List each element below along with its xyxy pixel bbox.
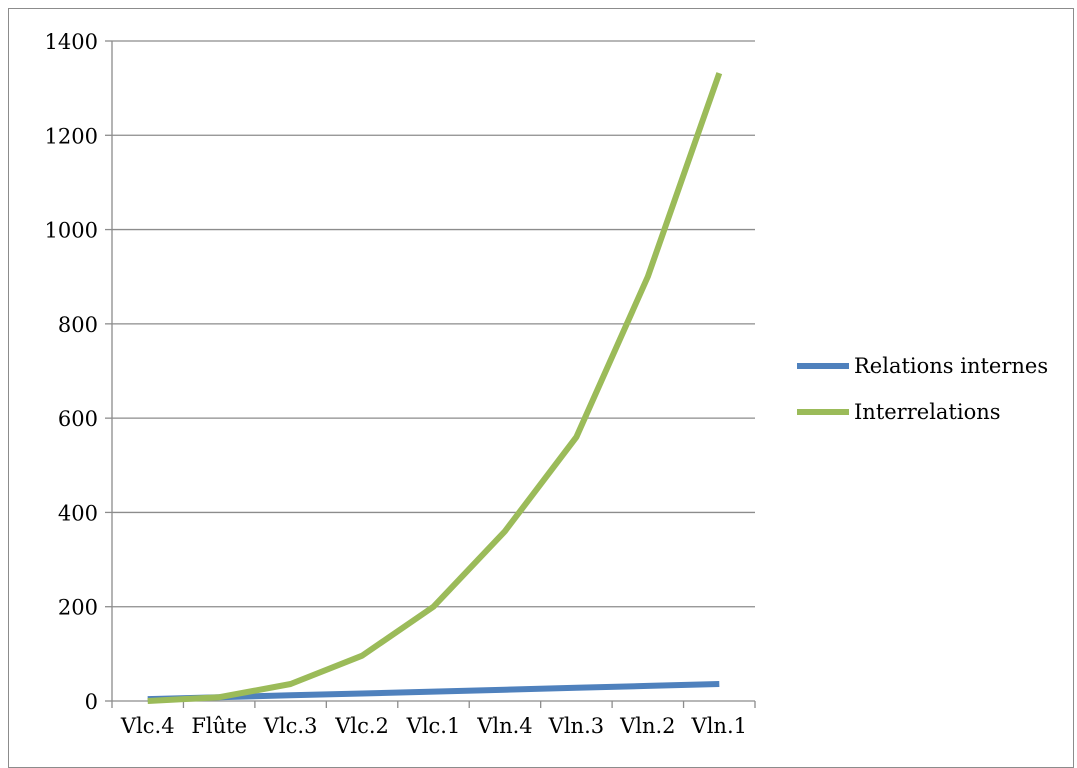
gridlines — [112, 40, 755, 608]
y-tick-label: 200 — [58, 596, 98, 620]
y-axis-ticks: 0 200 400 600 800 1000 1200 1400 — [45, 30, 112, 714]
x-tick-label: Vlc.4 — [120, 714, 175, 738]
series-line-1 — [147, 72, 723, 704]
x-tick-label: Vln.3 — [548, 714, 604, 738]
x-tick-label: Flûte — [191, 714, 247, 738]
series-line-0 — [147, 681, 720, 703]
x-tick-label: Vln.1 — [691, 714, 747, 738]
y-tick-label: 800 — [58, 313, 98, 337]
axes — [111, 41, 755, 702]
series-lines — [147, 72, 723, 704]
x-tick-label: Vln.2 — [619, 714, 675, 738]
y-tick-label: 1000 — [45, 219, 98, 243]
x-tick-label: Vlc.1 — [406, 714, 461, 738]
x-tick-label: Vlc.2 — [334, 714, 389, 738]
y-tick-label: 400 — [58, 501, 98, 525]
y-tick-label: 0 — [85, 690, 98, 714]
legend-label: Relations internes — [854, 354, 1048, 378]
legend-label: Interrelations — [854, 400, 1001, 424]
x-tick-label: Vlc.3 — [263, 714, 318, 738]
y-tick-label: 1200 — [45, 124, 98, 148]
y-tick-label: 1400 — [45, 30, 98, 54]
legend: Relations internes Interrelations — [797, 354, 1048, 424]
x-axis-ticks: Vlc.4 Flûte Vlc.3 Vlc.2 Vlc.1 Vln.4 Vln.3 Vln.2… — [111, 701, 756, 738]
x-tick-label: Vln.4 — [476, 714, 532, 738]
y-tick-label: 600 — [58, 407, 98, 431]
